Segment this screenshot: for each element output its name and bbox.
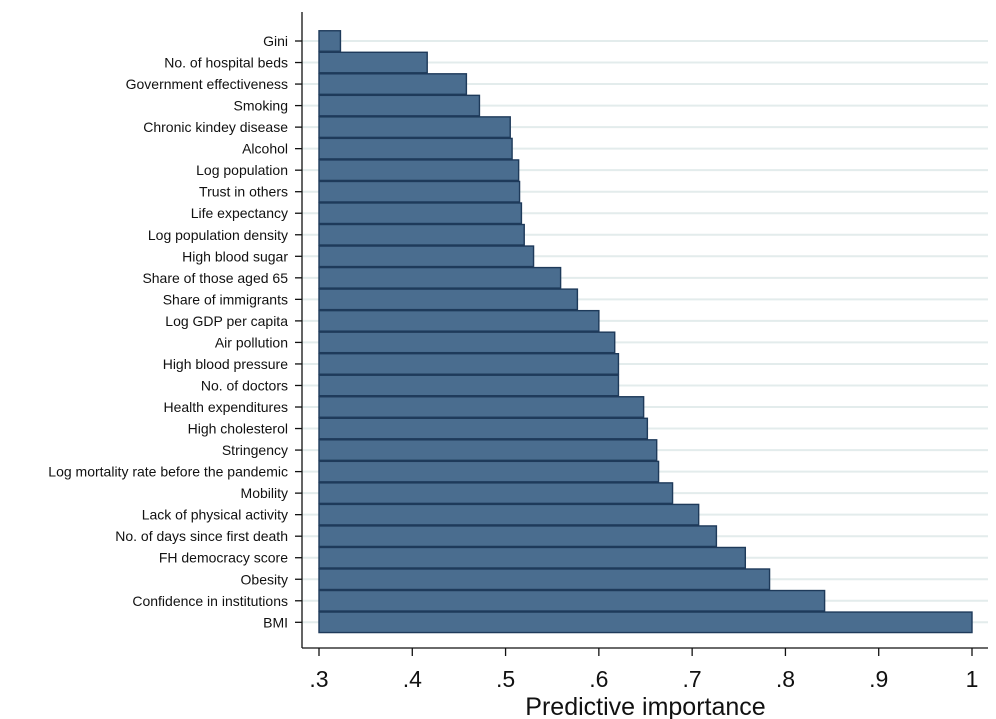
bar-1 — [318, 51, 428, 74]
bar-8 — [318, 202, 523, 225]
bar-22 — [318, 503, 700, 526]
x-axis-title: Predictive importance — [525, 693, 765, 719]
category-label: Government effectiveness — [126, 76, 288, 92]
bar-4 — [318, 116, 511, 139]
category-label: High blood sugar — [182, 248, 288, 264]
category-label: No. of doctors — [201, 377, 288, 393]
bar-11 — [318, 266, 562, 289]
category-label: Gini — [263, 33, 288, 49]
bar-9 — [318, 223, 525, 246]
category-label: BMI — [263, 614, 288, 630]
bar-27 — [318, 611, 973, 634]
x-tick-label: .8 — [776, 666, 795, 692]
bar-15 — [318, 353, 620, 375]
category-label: Log population — [196, 162, 288, 178]
bar-14 — [318, 331, 616, 354]
category-label: High blood pressure — [163, 356, 289, 372]
category-label: Share of those aged 65 — [142, 270, 288, 286]
category-label: Chronic kindey disease — [143, 119, 288, 135]
bar-3 — [318, 94, 481, 117]
category-label: Log mortality rate before the pandemic — [48, 464, 288, 480]
category-label: Confidence in institutions — [132, 593, 288, 609]
category-label: Health expenditures — [163, 399, 288, 415]
bar-16 — [318, 374, 620, 397]
bar-10 — [318, 245, 535, 268]
category-label: No. of hospital beds — [164, 55, 288, 71]
category-labels: Gini No. of hospital beds Government effec… — [48, 33, 302, 630]
x-tick-label: .7 — [683, 666, 702, 692]
category-label: Stringency — [222, 442, 288, 458]
bar-19 — [318, 439, 658, 462]
category-label: No. of days since first death — [115, 528, 288, 544]
category-label: High cholesterol — [188, 421, 288, 437]
category-label: Alcohol — [242, 141, 288, 157]
bar-18 — [318, 417, 649, 440]
bar-21 — [318, 482, 674, 505]
bar-0 — [318, 30, 342, 52]
category-label: Share of immigrants — [163, 291, 288, 307]
category-label: Mobility — [241, 485, 288, 501]
bars — [318, 30, 973, 634]
bar-12 — [318, 288, 579, 311]
bar-7 — [318, 180, 521, 203]
category-label: Log GDP per capita — [165, 313, 288, 329]
x-tick-label: .6 — [589, 666, 608, 692]
bar-17 — [318, 396, 645, 418]
bar-2 — [318, 73, 468, 96]
bar-24 — [318, 546, 747, 569]
bar-13 — [318, 309, 600, 332]
x-tick-label: .3 — [309, 666, 328, 692]
category-label: Log population density — [148, 227, 288, 243]
category-label: Trust in others — [199, 184, 288, 200]
category-label: Life expectancy — [191, 205, 288, 221]
bar-23 — [318, 525, 718, 548]
x-tick-label: 1 — [966, 666, 979, 692]
category-label: Lack of physical activity — [142, 507, 288, 523]
bar-6 — [318, 159, 520, 182]
category-label: Obesity — [241, 571, 288, 587]
x-tick-label: .9 — [869, 666, 888, 692]
x-tick-label: .5 — [496, 666, 515, 692]
x-ticks: .3 .4 .5 .6 .7 .8 .9 1 — [309, 648, 978, 692]
bar-25 — [318, 568, 771, 591]
category-label: FH democracy score — [159, 550, 288, 566]
bar-26 — [318, 589, 826, 612]
bar-5 — [318, 137, 513, 160]
category-label: Air pollution — [215, 334, 288, 350]
x-tick-label: .4 — [403, 666, 422, 692]
bar-20 — [318, 460, 660, 483]
category-label: Smoking — [234, 98, 288, 114]
